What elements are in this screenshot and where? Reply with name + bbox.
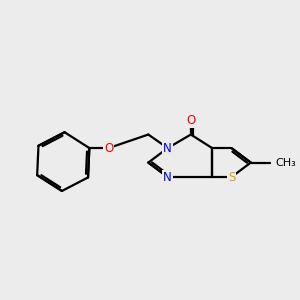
Text: S: S [228, 171, 235, 184]
Text: O: O [104, 142, 113, 154]
Text: CH₃: CH₃ [275, 158, 296, 168]
Text: N: N [163, 142, 172, 154]
Text: O: O [186, 115, 196, 128]
Text: N: N [163, 171, 172, 184]
